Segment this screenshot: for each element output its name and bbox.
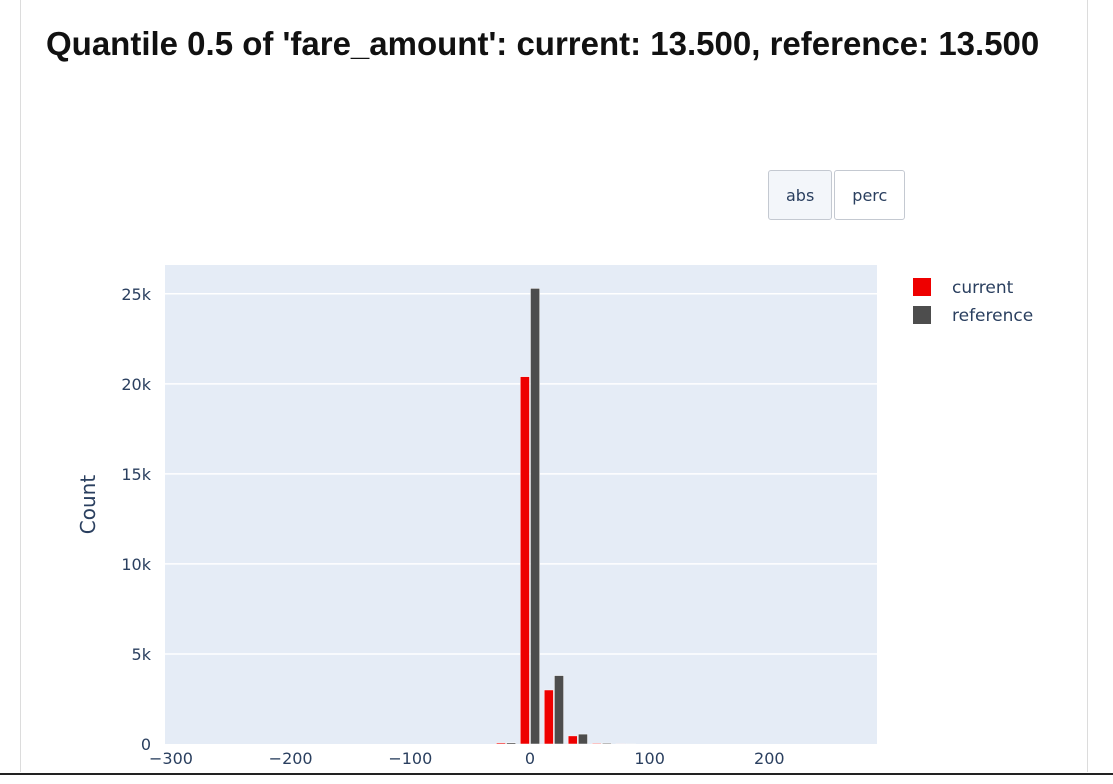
legend-swatch-current: [913, 278, 931, 296]
bar-current: [567, 735, 578, 745]
y-tick-label: 20k: [121, 375, 151, 394]
y-tick-label: 10k: [121, 555, 151, 574]
y-tick-label: 0: [141, 735, 151, 754]
legend-label-reference[interactable]: reference: [952, 306, 1033, 326]
bar-reference: [530, 288, 540, 745]
bar-current: [543, 689, 554, 745]
bar-reference: [506, 742, 516, 745]
bottom-rule: [0, 773, 1113, 775]
x-tick-label: −300: [149, 749, 193, 768]
bar-reference: [602, 742, 612, 745]
bars: [496, 288, 636, 745]
x-tick-label: 100: [634, 749, 665, 768]
chart-title: Quantile 0.5 of 'fare_amount': current: …: [46, 25, 1040, 62]
bar-reference: [554, 675, 564, 745]
scale-toggle: abs perc: [768, 170, 907, 220]
bar-current: [520, 376, 530, 745]
output-panel: [20, 0, 1088, 772]
y-axis-ticks: 0 5k 10k 15k 20k 25k: [121, 285, 151, 754]
bar-current: [496, 742, 506, 745]
legend: current reference: [913, 278, 1033, 326]
y-tick-label: 15k: [121, 465, 151, 484]
legend-swatch-reference: [913, 306, 931, 324]
y-axis-title: Count: [76, 475, 100, 535]
bar-reference: [578, 733, 588, 745]
x-tick-label: 0: [525, 749, 535, 768]
x-tick-label: −200: [269, 749, 313, 768]
x-axis-ticks: −300 −200 −100 0 100 200: [149, 749, 785, 768]
y-tick-label: 25k: [121, 285, 151, 304]
abs-button[interactable]: abs: [768, 170, 833, 220]
bar-current: [591, 743, 602, 745]
y-tick-label: 5k: [132, 645, 152, 664]
x-tick-label: 200: [754, 749, 785, 768]
x-tick-label: −100: [388, 749, 432, 768]
perc-button[interactable]: perc: [834, 170, 906, 220]
legend-label-current[interactable]: current: [952, 278, 1014, 298]
